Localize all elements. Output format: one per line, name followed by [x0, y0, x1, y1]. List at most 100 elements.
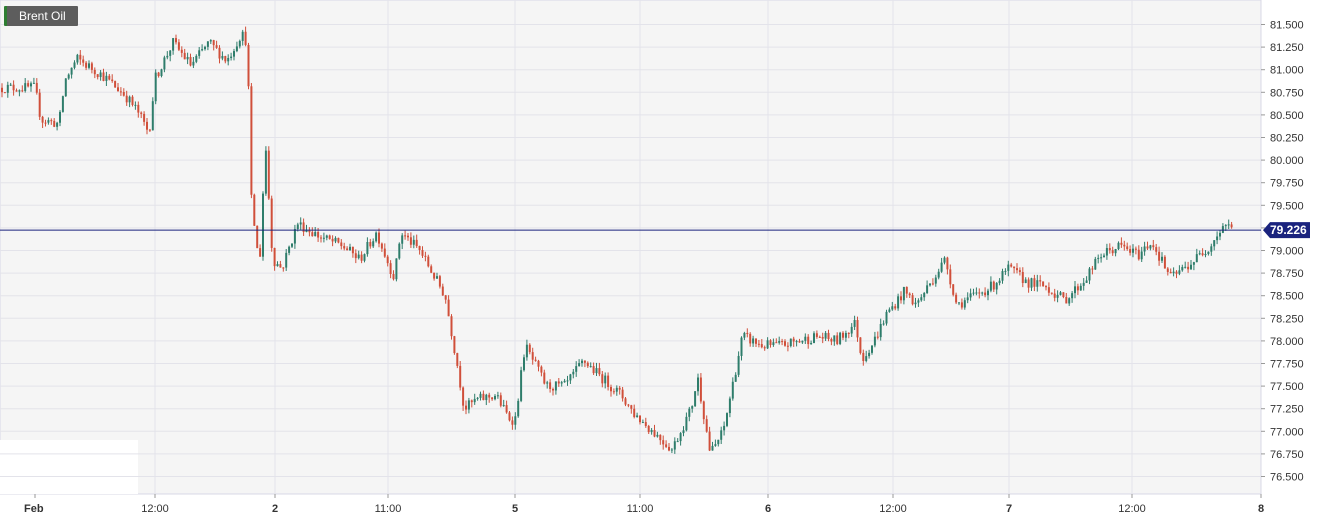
candle-body	[905, 286, 908, 294]
candle-body	[479, 393, 482, 398]
candle-body	[1021, 271, 1024, 284]
candle-body	[578, 363, 581, 367]
candle-body	[833, 335, 836, 342]
candle-body	[276, 264, 279, 267]
candle-body	[256, 225, 259, 249]
candle-body	[1071, 293, 1074, 299]
candle-body	[836, 335, 839, 344]
candle-body	[15, 90, 18, 92]
candle-body	[331, 238, 334, 242]
candle-body	[1010, 264, 1013, 267]
candle-body	[1105, 248, 1108, 256]
candle-body	[960, 302, 963, 308]
candle-body	[27, 83, 30, 87]
candle-body	[955, 294, 958, 303]
candle-body	[380, 243, 383, 249]
candle-body	[813, 333, 815, 343]
candle-body	[470, 400, 473, 403]
candle-body	[981, 292, 984, 294]
candle-body	[902, 286, 905, 301]
x-tick-label: Feb	[24, 503, 44, 515]
candle-body	[12, 84, 15, 91]
y-axis: 81.500 81.250 81.000 80.750 80.500 80.250 80.0…	[1261, 20, 1304, 484]
candle-body	[984, 292, 987, 296]
candle-body	[798, 341, 801, 343]
candle-body	[911, 295, 914, 305]
symbol-label[interactable]: Brent Oil	[4, 6, 78, 26]
candle-body	[842, 332, 844, 338]
candle-body	[511, 420, 514, 425]
candle-body	[873, 336, 876, 346]
candle-body	[876, 336, 879, 338]
candle-body	[786, 345, 789, 347]
candle-body	[111, 79, 114, 82]
candle-body	[868, 352, 871, 357]
candle-body	[105, 75, 108, 81]
candle-body	[50, 120, 53, 122]
y-tick-label: 78.000	[1270, 336, 1304, 348]
candle-body	[969, 293, 972, 298]
candle-body	[30, 83, 32, 87]
candle-body	[183, 52, 186, 60]
candle-body	[320, 237, 322, 239]
candle-body	[288, 246, 291, 253]
candle-body	[201, 49, 204, 51]
candle-body	[871, 345, 873, 353]
candle-body	[815, 333, 818, 337]
candle-body	[1082, 282, 1085, 286]
candle-body	[702, 401, 705, 420]
candle-body	[56, 122, 59, 127]
candle-body	[1155, 247, 1158, 252]
candle-body	[285, 252, 288, 268]
candle-body	[227, 57, 230, 62]
candle-body	[937, 271, 940, 278]
candle-body	[1172, 271, 1175, 274]
candle-body	[1117, 242, 1120, 250]
candle-body	[668, 446, 670, 451]
candle-body	[595, 368, 598, 374]
candle-body	[804, 336, 807, 341]
candle-body	[850, 326, 853, 334]
candle-body	[1152, 245, 1155, 248]
candle-body	[447, 299, 450, 317]
candle-body	[82, 59, 85, 63]
candle-body	[375, 232, 378, 242]
candle-body	[847, 332, 850, 334]
candle-body	[131, 96, 134, 105]
candle-body	[302, 222, 305, 233]
candle-body	[1068, 298, 1071, 304]
candle-body	[781, 341, 784, 343]
candle-body	[1146, 246, 1149, 249]
candle-body	[676, 441, 679, 443]
candle-body	[238, 40, 241, 47]
candle-body	[589, 366, 592, 368]
candle-body	[1207, 251, 1210, 254]
candle-body	[378, 232, 380, 244]
candle-body	[966, 297, 969, 301]
candle-body	[1013, 266, 1016, 269]
candle-body	[296, 224, 299, 230]
candle-body	[987, 290, 989, 296]
candle-body	[673, 441, 676, 450]
candle-body	[1033, 278, 1036, 287]
candle-body	[366, 241, 369, 255]
candle-body	[88, 63, 90, 68]
candle-body	[1114, 249, 1117, 254]
candle-body	[163, 57, 166, 70]
candle-body	[523, 357, 525, 371]
y-tick-label: 80.750	[1270, 87, 1304, 99]
candle-body	[891, 306, 894, 310]
candle-body	[650, 430, 653, 433]
candle-body	[1132, 248, 1134, 253]
candle-body	[734, 374, 737, 382]
candle-body	[1216, 236, 1219, 241]
candle-body	[807, 336, 810, 345]
candle-body	[897, 296, 900, 309]
candle-body	[1016, 268, 1018, 271]
candle-body	[699, 377, 702, 402]
candle-body	[343, 246, 346, 249]
candle-body	[407, 235, 409, 238]
candle-body	[737, 355, 740, 375]
